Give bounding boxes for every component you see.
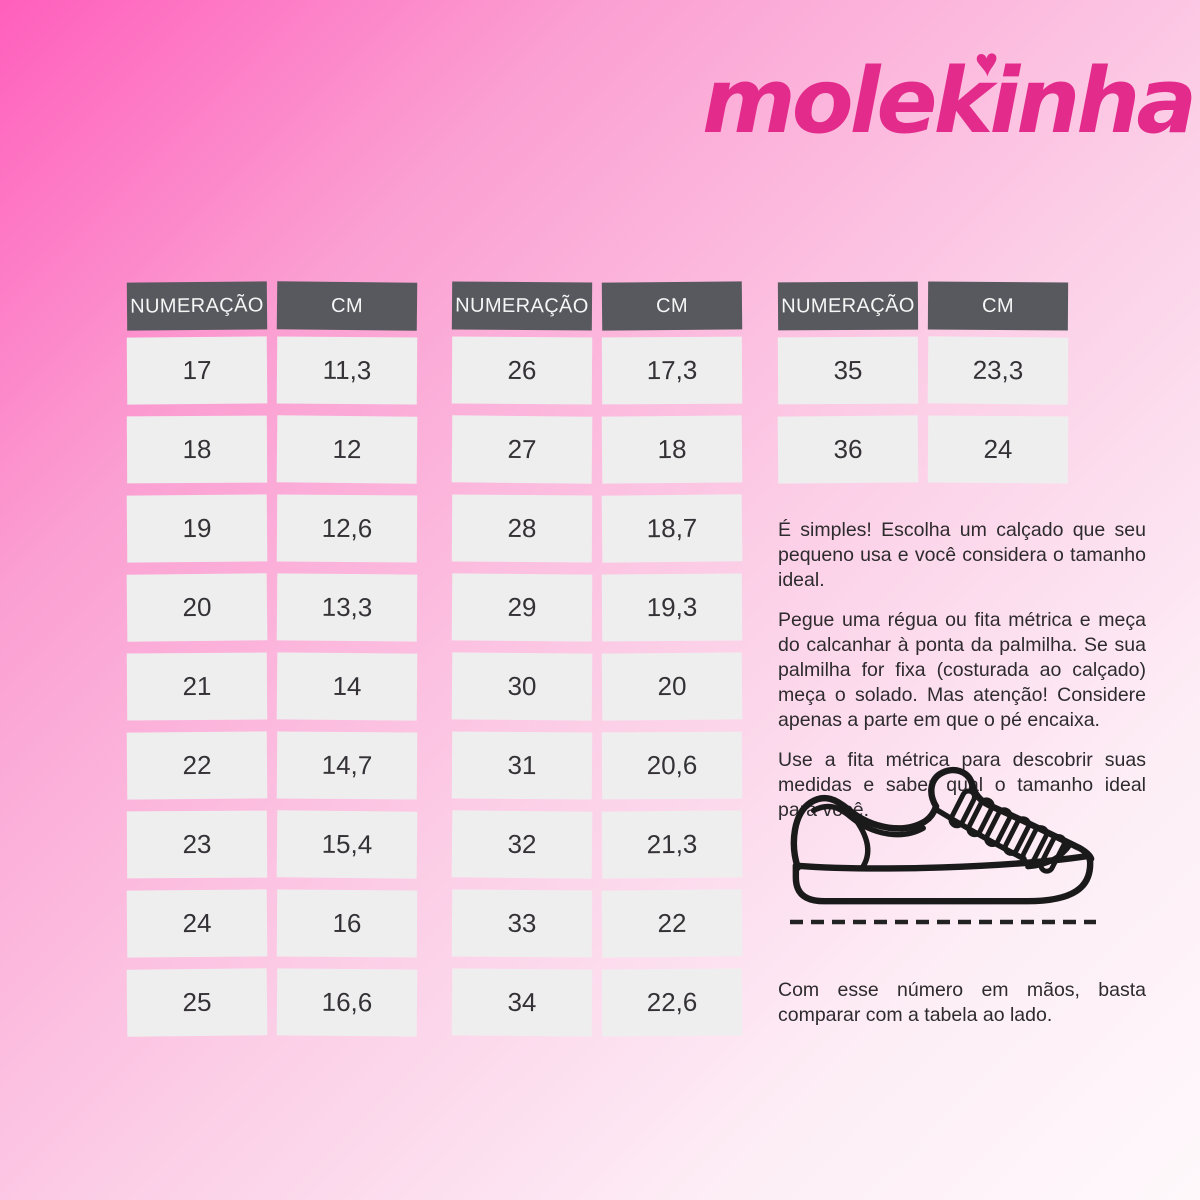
cm-value-cell: 14 — [276, 652, 418, 721]
cm-value-cell: 12 — [276, 415, 418, 484]
cm-value-cell: 18,7 — [601, 494, 743, 563]
table-row: 26 17,3 — [451, 336, 743, 405]
table-row: 30 20 — [451, 652, 743, 721]
table-row: 25 16,6 — [126, 968, 418, 1037]
cm-value-cell: 22,6 — [601, 968, 743, 1037]
cm-value-cell: 16 — [276, 889, 418, 958]
table-row: 19 12,6 — [126, 494, 418, 563]
cm-value-cell: 21,3 — [601, 810, 743, 879]
instruction-paragraph-2: Pegue uma régua ou fita métrica e meça d… — [778, 608, 1146, 731]
table-row: 20 13,3 — [126, 573, 418, 642]
size-number-cell: 33 — [451, 889, 593, 958]
size-number-cell: 35 — [777, 336, 919, 405]
table-row: 24 16 — [126, 889, 418, 958]
size-table-35-36: NUMERAÇÃO CM 35 23,3 36 24 — [777, 281, 1069, 495]
table-row: 27 18 — [451, 415, 743, 484]
size-number-cell: 29 — [451, 573, 593, 642]
size-number-cell: 20 — [126, 573, 268, 642]
table-row: 28 18,7 — [451, 494, 743, 563]
size-table-17-25: NUMERAÇÃO CM 17 11,3 18 12 19 12,6 20 13,3 21 14 22 1… — [126, 281, 418, 1048]
brand-logo-text: molekinha — [702, 49, 1197, 154]
cm-value-cell: 12,6 — [276, 494, 418, 563]
size-number-cell: 30 — [451, 652, 593, 721]
table-row: 18 12 — [126, 415, 418, 484]
size-number-cell: 27 — [451, 415, 593, 484]
cm-value-cell: 24 — [927, 415, 1069, 484]
size-number-cell: 22 — [126, 731, 268, 800]
cm-value-cell: 19,3 — [601, 573, 743, 642]
size-number-cell: 21 — [126, 652, 268, 721]
table-row: 23 15,4 — [126, 810, 418, 879]
size-number-cell: 17 — [126, 336, 268, 405]
size-number-cell: 23 — [126, 810, 268, 879]
size-number-cell: 24 — [126, 889, 268, 958]
sneaker-icon — [784, 756, 1100, 924]
col-header-cm: CM — [276, 281, 418, 331]
cm-value-cell: 20 — [601, 652, 743, 721]
table-row: 31 20,6 — [451, 731, 743, 800]
table-row: 22 14,7 — [126, 731, 418, 800]
table-header-row: NUMERAÇÃO CM — [451, 281, 743, 331]
cm-value-cell: 14,7 — [276, 731, 418, 800]
table-row: 33 22 — [451, 889, 743, 958]
table-row: 32 21,3 — [451, 810, 743, 879]
table-row: 29 19,3 — [451, 573, 743, 642]
table-row: 35 23,3 — [777, 336, 1069, 405]
cm-value-cell: 18 — [601, 415, 743, 484]
cm-value-cell: 23,3 — [927, 336, 1069, 405]
instructions-block: É simples! Escolha um calçado que seu pe… — [778, 518, 1146, 822]
size-number-cell: 28 — [451, 494, 593, 563]
cm-value-cell: 20,6 — [601, 731, 743, 800]
size-number-cell: 36 — [777, 415, 919, 484]
instruction-paragraph-1: É simples! Escolha um calçado que seu pe… — [778, 519, 1146, 591]
measuring-dashed-line — [788, 914, 1098, 925]
instruction-paragraph-4: Com esse número em mãos, basta comparar … — [778, 979, 1146, 1026]
col-header-numeracao: NUMERAÇÃO — [451, 281, 593, 331]
col-header-numeracao: NUMERAÇÃO — [777, 281, 919, 331]
size-number-cell: 18 — [126, 415, 268, 484]
cm-value-cell: 16,6 — [276, 968, 418, 1037]
size-number-cell: 19 — [126, 494, 268, 563]
col-header-numeracao: NUMERAÇÃO — [126, 281, 268, 331]
table-row: 34 22,6 — [451, 968, 743, 1037]
col-header-cm: CM — [601, 281, 743, 331]
col-header-cm: CM — [927, 281, 1069, 331]
table-row: 17 11,3 — [126, 336, 418, 405]
table-header-row: NUMERAÇÃO CM — [126, 281, 418, 331]
size-table-26-34: NUMERAÇÃO CM 26 17,3 27 18 28 18,7 29 19,3 30 20 31 2… — [451, 281, 743, 1048]
cm-value-cell: 11,3 — [276, 336, 418, 405]
cm-value-cell: 15,4 — [276, 810, 418, 879]
table-row: 36 24 — [777, 415, 1069, 484]
cm-value-cell: 22 — [601, 889, 743, 958]
table-row: 21 14 — [126, 652, 418, 721]
size-number-cell: 34 — [451, 968, 593, 1037]
table-header-row: NUMERAÇÃO CM — [777, 281, 1069, 331]
cm-value-cell: 17,3 — [601, 336, 743, 405]
heart-icon: ♥ — [973, 40, 1000, 86]
cm-value-cell: 13,3 — [276, 573, 418, 642]
size-number-cell: 32 — [451, 810, 593, 879]
size-number-cell: 25 — [126, 968, 268, 1037]
brand-logo: molekinha ♥ — [702, 40, 1197, 178]
size-number-cell: 26 — [451, 336, 593, 405]
size-number-cell: 31 — [451, 731, 593, 800]
